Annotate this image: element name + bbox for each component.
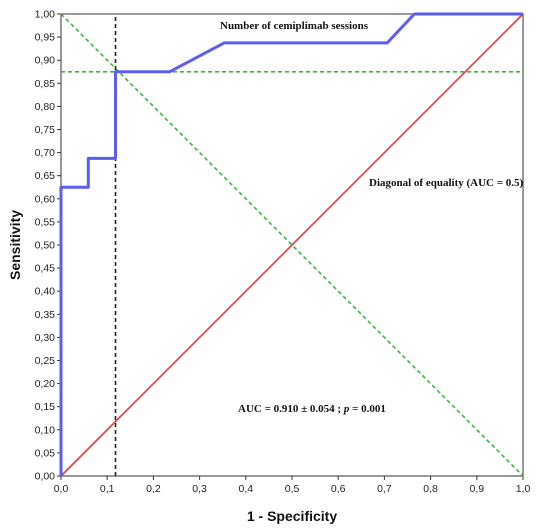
y-axis-ticks: 0,00 0,05 0,10 0,15 0,20 0,25 0,30 0,35 0,40 0,45…	[35, 9, 61, 483]
y-tick-label: 0,25	[35, 355, 56, 367]
x-tick-label: 0,7	[377, 483, 392, 495]
y-tick-label: 0,35	[35, 309, 56, 321]
y-tick-label: 0,45	[35, 263, 56, 275]
x-tick-label: 0,6	[331, 483, 346, 495]
y-tick-label: 0,10	[35, 424, 56, 436]
y-tick-label: 0,15	[35, 401, 56, 413]
y-tick-label: 0,05	[35, 447, 56, 459]
series-lines	[59, 12, 524, 477]
y-tick-label: 0,80	[35, 101, 56, 113]
y-tick-label: 0,60	[35, 193, 56, 205]
roc-curve-line	[59, 12, 523, 476]
y-tick-label: 0,20	[35, 378, 56, 390]
y-tick-label: 0,65	[35, 170, 56, 182]
x-tick-label: 0,8	[423, 483, 438, 495]
x-axis-title: 1 - Specificity	[247, 508, 337, 524]
x-tick-label: 1,0	[516, 483, 531, 495]
x-tick-label: 0,4	[238, 483, 253, 495]
y-axis-title: Sensitivity	[7, 210, 23, 280]
y-tick-label: 0,95	[35, 32, 56, 44]
y-tick-label: 1,00	[35, 9, 56, 21]
y-tick-label: 0,70	[35, 147, 56, 159]
diagonal-label: Diagonal of equality (AUC = 0.5)	[369, 177, 523, 189]
auc-p-symbol: p	[343, 403, 350, 415]
y-tick-label: 0,00	[35, 471, 56, 483]
y-tick-label: 0,90	[35, 55, 56, 67]
x-tick-label: 0,0	[54, 483, 69, 495]
auc-annotation: AUC = 0.910 ± 0.054 ; p = 0.001	[238, 403, 386, 415]
x-tick-label: 0,1	[100, 483, 115, 495]
y-tick-label: 0,75	[35, 124, 56, 136]
diagonal-equality-line	[60, 13, 524, 477]
x-tick-label: 0,2	[146, 483, 161, 495]
x-tick-label: 0,9	[469, 483, 484, 495]
x-tick-label: 0,3	[192, 483, 207, 495]
curve-label: Number of cemiplimab sessions	[220, 20, 369, 32]
x-tick-label: 0,5	[285, 483, 300, 495]
auc-prefix: AUC = 0.910 ± 0.054 ;	[238, 403, 344, 415]
y-tick-label: 0,30	[35, 332, 56, 344]
y-tick-label: 0,50	[35, 240, 56, 252]
y-tick-label: 0,85	[35, 78, 56, 90]
x-axis-ticks: 0,0 0,1 0,2 0,3 0,4 0,5 0,6 0,7 0,8 0,9 1,0	[54, 476, 531, 495]
y-tick-label: 0,55	[35, 216, 56, 228]
green-diagonal-dashed-line	[60, 13, 524, 477]
y-tick-label: 0,40	[35, 286, 56, 298]
auc-suffix: = 0.001	[349, 403, 386, 415]
